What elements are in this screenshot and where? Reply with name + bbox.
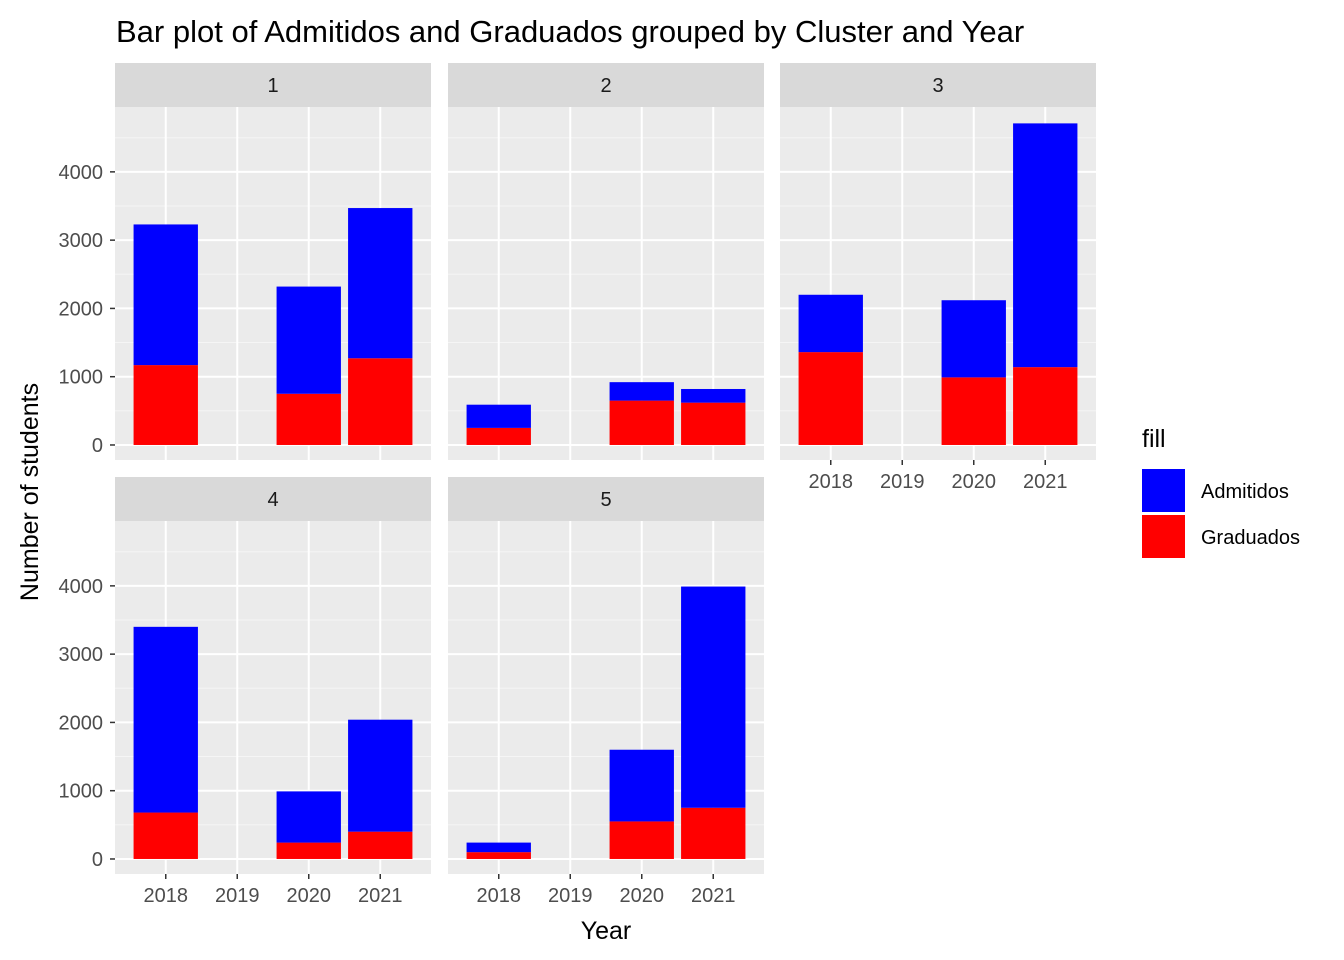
y-tick-label: 4000	[59, 162, 104, 184]
x-tick-label: 2018	[144, 885, 189, 907]
bar-graduados-2021	[348, 358, 413, 445]
x-tick-label: 2018	[477, 885, 522, 907]
x-tick-label: 2021	[358, 885, 403, 907]
bar-admitidos-2018	[133, 224, 198, 366]
y-tick-label: 1000	[59, 781, 104, 803]
facet-strip	[448, 477, 764, 521]
bar-graduados-2020	[609, 400, 674, 445]
bar-graduados-2020	[276, 842, 341, 859]
bar-admitidos-2021	[681, 388, 746, 403]
bar-admitidos-2018	[466, 842, 531, 853]
bar-graduados-2020	[609, 821, 674, 859]
bar-admitidos-2018	[466, 404, 531, 428]
x-tick-label: 2019	[548, 885, 593, 907]
bar-graduados-2018	[133, 812, 198, 859]
y-tick-label: 0	[92, 435, 103, 457]
bar-admitidos-2020	[276, 791, 341, 843]
facet-strip	[115, 477, 431, 521]
x-tick-label: 2021	[1023, 471, 1068, 493]
y-tick-label: 3000	[59, 644, 104, 666]
bar-admitidos-2020	[276, 286, 341, 394]
y-tick-label: 3000	[59, 230, 104, 252]
bar-admitidos-2020	[941, 300, 1006, 378]
bar-graduados-2021	[1013, 367, 1078, 445]
legend-label-graduados: Graduados	[1201, 527, 1300, 549]
y-tick-label: 2000	[59, 298, 104, 320]
bar-admitidos-2018	[798, 294, 863, 353]
bar-admitidos-2021	[348, 719, 413, 832]
facet-panel-4: 4 0 1000 2000 3000 4000 2018 2019 2020 2021	[59, 477, 431, 907]
legend-swatch-admitidos	[1142, 469, 1185, 512]
legend-title: fill	[1142, 425, 1166, 453]
facet-panel-2: 2	[448, 63, 764, 460]
facet-strip-label: 2	[600, 75, 611, 97]
bar-admitidos-2021	[681, 586, 746, 808]
bar-graduados-2018	[466, 852, 531, 859]
bar-graduados-2020	[276, 393, 341, 445]
facet-strip-label: 5	[600, 489, 611, 511]
facet-strip-label: 1	[267, 75, 278, 97]
x-tick-label: 2020	[620, 885, 665, 907]
bar-graduados-2018	[798, 352, 863, 445]
x-tick-label: 2020	[287, 885, 332, 907]
legend-swatch-graduados	[1142, 515, 1185, 558]
y-tick-label: 0	[92, 849, 103, 871]
x-tick-label: 2019	[215, 885, 260, 907]
x-tick-label: 2019	[880, 471, 925, 493]
y-tick-label: 2000	[59, 712, 104, 734]
legend-label-admitidos: Admitidos	[1201, 481, 1289, 503]
facet-strip-label: 4	[267, 489, 278, 511]
facet-strip	[115, 63, 431, 107]
facet-strip	[780, 63, 1096, 107]
chart-title: Bar plot of Admitidos and Graduados grou…	[116, 14, 1024, 49]
facet-strip-label: 3	[932, 75, 943, 97]
bar-admitidos-2018	[133, 626, 198, 813]
bar-graduados-2020	[941, 377, 1006, 445]
x-tick-label: 2020	[952, 471, 997, 493]
facet-panel-3: 3 2018 2019 2020 2021	[780, 63, 1096, 493]
bar-graduados-2018	[466, 427, 531, 445]
x-tick-label: 2018	[809, 471, 854, 493]
x-axis-title: Year	[581, 917, 632, 945]
facet-strip	[448, 63, 764, 107]
legend: fill Admitidos Graduados	[1142, 425, 1300, 558]
bar-admitidos-2021	[348, 208, 413, 359]
y-tick-label: 4000	[59, 576, 104, 598]
y-axis-title: Number of students	[16, 383, 44, 601]
bar-admitidos-2020	[609, 382, 674, 401]
bar-graduados-2018	[133, 365, 198, 445]
facet-panels: 1 0 1000 2000 3000 4000 2 3 2018 2019 2020 2021 4 0 10…	[59, 63, 1096, 907]
x-tick-label: 2021	[691, 885, 736, 907]
facet-panel-5: 5 2018 2019 2020 2021	[448, 477, 764, 907]
bar-admitidos-2020	[609, 749, 674, 822]
bar-graduados-2021	[348, 831, 413, 859]
bar-graduados-2021	[681, 402, 746, 445]
bar-admitidos-2021	[1013, 123, 1078, 368]
bar-graduados-2021	[681, 807, 746, 859]
facet-panel-1: 1 0 1000 2000 3000 4000	[59, 63, 431, 460]
y-tick-label: 1000	[59, 367, 104, 389]
